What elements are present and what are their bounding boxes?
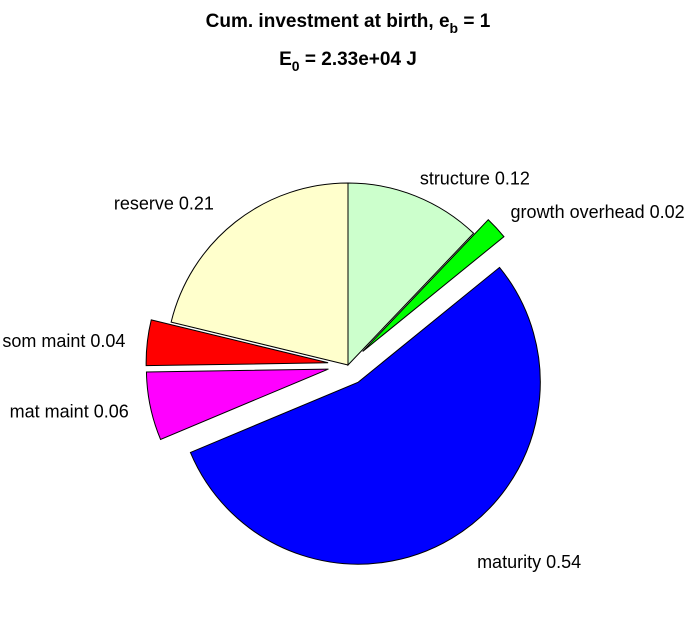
pie-slices — [145, 182, 541, 565]
slice-som-maint — [145, 319, 329, 367]
chart-title-line2: E0 = 2.33e+04 J — [279, 49, 417, 74]
label-growth-overhead: growth overhead 0.02 — [511, 202, 685, 222]
label-reserve: reserve 0.21 — [114, 193, 214, 213]
slice-structure — [347, 182, 475, 367]
title-line2-subscript: 0 — [292, 58, 300, 74]
title-line1-main: Cum. investment at birth, e — [206, 11, 450, 32]
title-line1-subscript: b — [450, 20, 459, 36]
title-line2-main: E — [279, 49, 292, 70]
chart-title-line1: Cum. investment at birth, eb = 1 — [206, 11, 491, 36]
slice-reserve — [170, 182, 349, 366]
slice-maturity — [189, 266, 541, 565]
label-structure: structure 0.12 — [420, 168, 530, 188]
title-line1-tail: = 1 — [458, 11, 491, 32]
pie-labels: structure 0.12 growth overhead 0.02 maturi… — [2, 168, 684, 572]
label-mat-maint: mat maint 0.06 — [10, 402, 129, 422]
slice-mat-maint — [145, 368, 329, 441]
slice-growth-overhead — [362, 219, 505, 352]
title-line2-tail: = 2.33e+04 J — [300, 49, 417, 70]
label-maturity: maturity 0.54 — [477, 552, 581, 572]
label-som-maint: som maint 0.04 — [2, 331, 125, 351]
